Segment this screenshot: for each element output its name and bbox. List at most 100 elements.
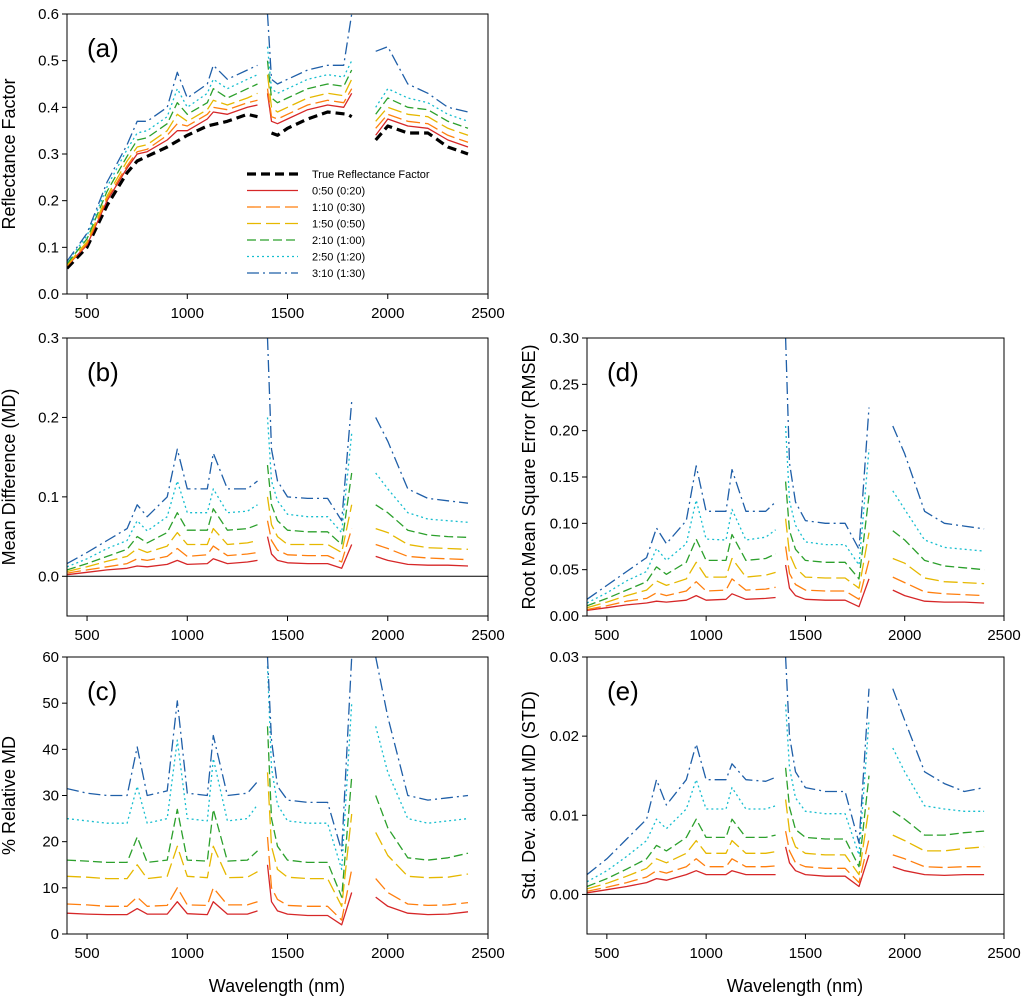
series-line-0:50 (0:20) — [266, 864, 353, 926]
series-line-2:50 (1:20) — [67, 739, 259, 824]
panel-d: 500 1000 1500 2000 2500 0.00 0.05 0.10 0.15 0.20 0… — [519, 330, 1021, 644]
x-tick-label: 1000 — [171, 945, 204, 962]
x-tick-label: 1000 — [689, 627, 722, 644]
legend-label: 3:10 (1:30) — [312, 268, 365, 280]
series-line-0:50 (0:20) — [67, 104, 258, 267]
y-tick-label: 0.20 — [550, 423, 579, 440]
series-line-2:10 (1:00) — [67, 508, 258, 571]
plot-frame — [586, 337, 1005, 617]
series-group — [587, 338, 985, 612]
series-line-1:50 (0:50) — [67, 92, 258, 266]
series-line-1:50 (0:50) — [587, 839, 776, 890]
x-tick-label: 1500 — [789, 945, 822, 962]
series-line-0:50 (0:20) — [375, 555, 469, 567]
x-tick-label: 1000 — [171, 627, 204, 644]
y-tick-label: 0.05 — [550, 562, 579, 579]
series-line-1:10 (0:30) — [67, 887, 258, 907]
y-tick-label: 0.3 — [38, 330, 59, 347]
y-tick-label: 0.15 — [550, 469, 579, 486]
series-line-2:10 (1:00) — [375, 795, 469, 861]
series-line-1:50 (0:50) — [266, 772, 353, 907]
y-tick-label: 0.0 — [38, 286, 59, 303]
y-tick-label: 0.10 — [550, 515, 579, 532]
plot-frame — [586, 656, 1005, 935]
series-line-1:50 (0:50) — [892, 557, 985, 585]
series-line-3:10 (1:30) — [587, 465, 777, 600]
x-tick-label: 2500 — [987, 945, 1020, 962]
series-line-1:50 (0:50) — [784, 518, 870, 589]
series-line-1:10 (0:30) — [67, 99, 258, 267]
series-line-2:10 (1:00) — [375, 504, 469, 539]
y-tick-label: 0.02 — [550, 728, 579, 745]
series-line-2:10 (1:00) — [67, 808, 258, 864]
series-line-2:50 (1:20) — [375, 726, 469, 824]
legend: True Reflectance Factor 0:50 (0:20) 1:10 (… — [247, 169, 430, 280]
y-axis-label: % Relative MD — [0, 736, 19, 855]
x-tick-label: 500 — [594, 627, 619, 644]
series-line-1:50 (0:50) — [375, 527, 469, 550]
series-line-2:50 (1:20) — [784, 704, 870, 856]
series-line-1:10 (0:30) — [266, 836, 353, 921]
series-line-3:10 (1:30) — [587, 743, 776, 876]
series-line-0:50 (0:20) — [587, 870, 776, 894]
y-tick-label: 50 — [42, 695, 59, 712]
series-line-1:50 (0:50) — [375, 106, 469, 136]
series-line-0:50 (0:20) — [892, 866, 985, 877]
series-line-2:50 (1:20) — [67, 74, 258, 263]
series-line-1:10 (0:30) — [784, 546, 870, 600]
y-tick-label: 0.2 — [38, 409, 59, 426]
panel-label: (a) — [87, 33, 119, 63]
y-tick-label: 0.1 — [38, 489, 59, 506]
series-line-1:50 (0:50) — [67, 845, 258, 880]
x-tick-label: 2500 — [471, 627, 504, 644]
series-line-3:10 (1:30) — [375, 657, 469, 801]
x-tick-label: 1000 — [689, 945, 722, 962]
series-line-True Reflectance Factor — [67, 112, 258, 270]
series-line-2:10 (1:00) — [67, 83, 258, 265]
series-line-0:50 (0:20) — [892, 589, 985, 604]
series-line-3:10 (1:30) — [67, 700, 258, 797]
series-line-0:50 (0:20) — [67, 901, 258, 916]
series-line-3:10 (1:30) — [375, 46, 469, 113]
series-line-2:50 (1:20) — [67, 480, 258, 568]
series-line-1:10 (0:30) — [67, 545, 258, 574]
series-line-2:10 (1:00) — [266, 60, 353, 104]
y-axis-label: Mean Difference (MD) — [0, 389, 19, 566]
series-line-1:10 (0:30) — [266, 520, 353, 563]
x-tick-label: 1500 — [271, 627, 304, 644]
x-tick-label: 1500 — [271, 945, 304, 962]
series-line-0:50 (0:20) — [266, 92, 353, 125]
series-line-2:10 (1:00) — [266, 465, 353, 546]
y-tick-label: 0.03 — [550, 649, 579, 666]
series-line-2:50 (1:20) — [375, 88, 469, 122]
series-group — [67, 338, 469, 576]
series-line-3:10 (1:30) — [266, 657, 353, 852]
series-line-2:10 (1:00) — [892, 810, 985, 836]
y-axis-label: Root Mean Square Error (RMSE) — [519, 344, 539, 609]
series-line-2:10 (1:00) — [375, 97, 469, 129]
series-line-1:10 (0:30) — [375, 878, 469, 907]
x-tick-label: 1500 — [271, 305, 304, 322]
y-axis-label: Std. Dev. about MD (STD) — [519, 691, 539, 900]
y-tick-label: 0.0 — [38, 568, 59, 585]
y-tick-label: 0.1 — [38, 239, 59, 256]
series-line-1:50 (0:50) — [67, 527, 258, 573]
series-line-True Reflectance Factor — [270, 110, 353, 137]
y-tick-label: 0.4 — [38, 99, 59, 116]
series-line-2:10 (1:00) — [784, 767, 870, 868]
legend-label: 2:50 (1:20) — [312, 252, 365, 264]
series-line-1:10 (0:30) — [375, 113, 469, 143]
series-line-2:10 (1:00) — [266, 726, 353, 898]
y-tick-label: 0 — [51, 926, 59, 943]
y-tick-label: 0.01 — [550, 807, 579, 824]
series-line-3:10 (1:30) — [784, 657, 870, 844]
panel-e: 500 1000 1500 2000 2500 0.00 0.01 0.02 0.03 Std. … — [519, 649, 1021, 962]
series-line-True Reflectance Factor — [374, 124, 469, 156]
series-line-1:10 (0:30) — [892, 576, 985, 597]
y-tick-label: 0.5 — [38, 53, 59, 70]
series-line-3:10 (1:30) — [892, 425, 985, 530]
series-line-2:10 (1:00) — [784, 481, 870, 580]
series-line-0:50 (0:20) — [67, 558, 258, 576]
series-line-2:50 (1:20) — [266, 46, 353, 94]
panel-label: (b) — [87, 357, 119, 387]
